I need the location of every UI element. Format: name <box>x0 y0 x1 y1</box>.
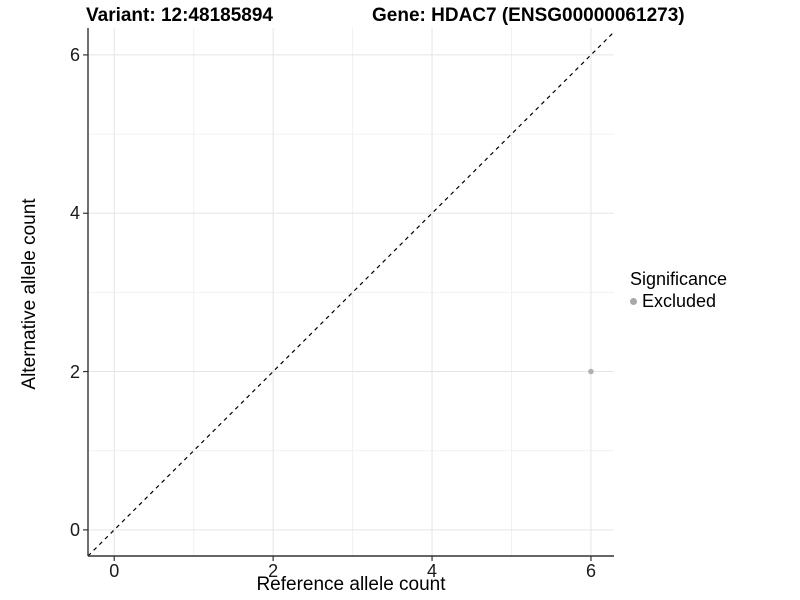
y-tick-label: 6 <box>69 44 80 65</box>
identity-line <box>87 31 615 557</box>
legend-key-dot-icon <box>630 297 637 305</box>
legend-item-label: Excluded <box>642 291 717 311</box>
y-tick-label: 4 <box>69 203 80 224</box>
y-tick-label: 2 <box>69 361 80 382</box>
data-point <box>588 368 594 375</box>
y-tick-label: 0 <box>69 519 80 540</box>
x-tick-label: 4 <box>427 561 438 581</box>
x-axis-title: Reference allele count <box>256 574 446 595</box>
x-tick-label: 2 <box>268 561 279 581</box>
y-axis-title: Alternative allele count <box>19 198 40 390</box>
x-tick-label: 6 <box>585 561 596 581</box>
legend: Significance Excluded <box>630 269 727 311</box>
plot-title-variant: Variant: 12:48185894 <box>86 5 273 26</box>
legend-item: Excluded <box>630 291 727 311</box>
x-tick-label: 0 <box>109 561 120 581</box>
legend-title: Significance <box>630 269 728 289</box>
plot-title-gene: Gene: HDAC7 (ENSG00000061273) <box>372 5 685 26</box>
